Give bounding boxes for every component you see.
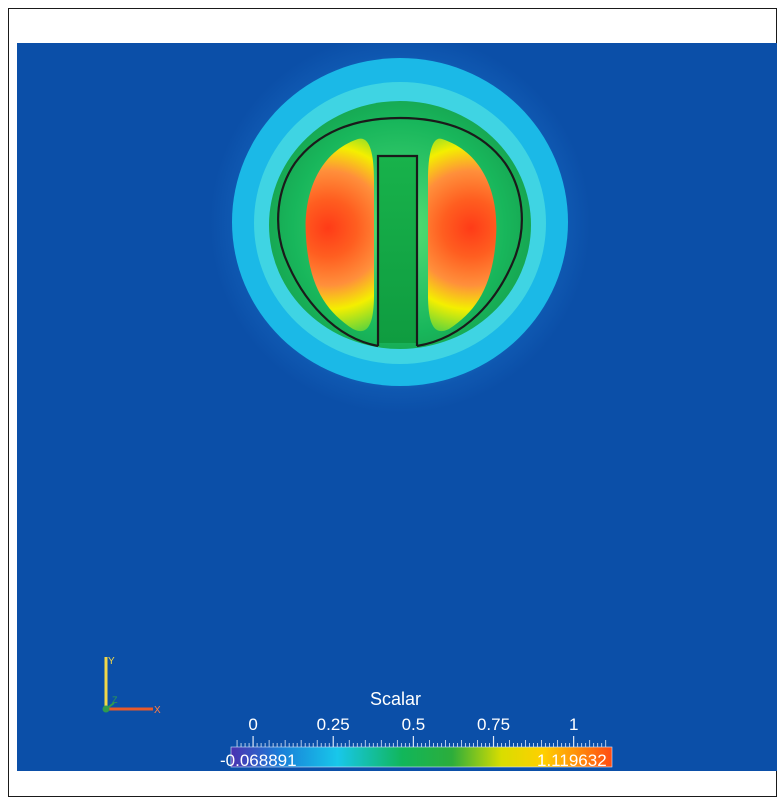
triad-y-label: Y [108, 656, 115, 667]
colorbar-minor-ticks [236, 736, 607, 747]
scalar-field-viewport[interactable]: Y X Z Scalar 0 0.25 0.5 0.75 1 -0.068891… [17, 43, 777, 771]
triad-z-label: Z [112, 695, 118, 705]
triad-x-label: X [154, 705, 161, 716]
triad-origin [102, 705, 110, 713]
colorbar-title: Scalar [370, 689, 422, 709]
colorbar-range-max: 1.119632 [537, 751, 607, 770]
scalar-field-plot[interactable]: Y X Z [17, 43, 777, 771]
center-slot-fill [378, 156, 417, 343]
left-red-lobe [305, 138, 374, 332]
colorbar-tick-label-0-75: 0.75 [476, 715, 511, 734]
slot-contour [376, 154, 419, 346]
axes-triad: Y X Z [102, 656, 161, 716]
right-red-lobe [428, 138, 497, 332]
disk-contour-left [277, 116, 523, 348]
colorbar-group [230, 736, 613, 768]
colorbar-tick-label-0-5: 0.5 [401, 715, 426, 734]
colorbar-tick-label-0: 0 [248, 715, 258, 734]
colorbar-range-min: -0.068891 [220, 751, 297, 770]
colorbar-tick-label-0-25: 0.25 [316, 715, 350, 734]
colorbar-tick-label-1: 1 [568, 715, 579, 734]
